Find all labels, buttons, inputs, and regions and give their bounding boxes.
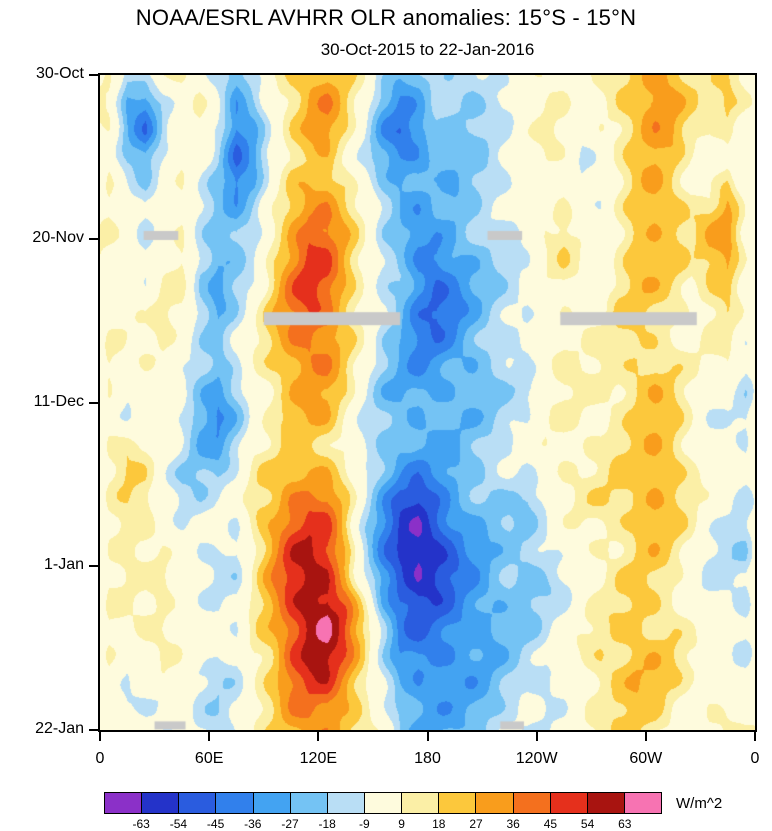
colorbar-tick-label: 45 bbox=[543, 817, 558, 831]
colorbar-units-label: W/m^2 bbox=[676, 795, 723, 812]
x-axis-tick bbox=[426, 732, 429, 741]
colorbar-tick-label: -63 bbox=[132, 817, 150, 831]
colorbar bbox=[104, 792, 662, 814]
x-tick-label: 120E bbox=[299, 750, 338, 767]
colorbar-tick-label: -18 bbox=[318, 817, 336, 831]
colorbar-tick-label: 9 bbox=[398, 817, 405, 831]
x-axis-tick bbox=[317, 732, 320, 741]
y-tick-label: 1-Jan bbox=[43, 556, 84, 574]
colorbar-cell bbox=[105, 793, 143, 813]
y-axis-tick bbox=[89, 729, 98, 731]
plot-area bbox=[98, 73, 757, 732]
colorbar-cell bbox=[216, 793, 254, 813]
chart-title: NOAA/ESRL AVHRR OLR anomalies: 15°S - 15… bbox=[135, 5, 637, 30]
colorbar-cell bbox=[402, 793, 440, 813]
y-axis-tick bbox=[89, 74, 98, 76]
colorbar-tick-label: -54 bbox=[169, 817, 188, 831]
chart-subtitle: 30-Oct-2015 to 22-Jan-2016 bbox=[320, 40, 535, 59]
colorbar-tick-label: -36 bbox=[244, 817, 262, 831]
y-axis-tick bbox=[89, 565, 98, 568]
colorbar-cell bbox=[327, 793, 365, 813]
x-axis-tick bbox=[644, 732, 647, 741]
x-tick-label: 0 bbox=[95, 750, 105, 767]
colorbar-cell bbox=[179, 793, 217, 813]
x-axis-tick bbox=[99, 732, 101, 741]
colorbar-tick-label: -27 bbox=[281, 817, 299, 831]
colorbar-labels: -63 -54 -45 -36 -27 -18 -9 9 18 27 36 45 54 63 bbox=[104, 817, 662, 831]
colorbar-cell bbox=[364, 793, 403, 813]
colorbar-tick-label: 63 bbox=[618, 817, 632, 831]
y-tick-label: 20-Nov bbox=[32, 228, 84, 246]
colorbar-cell bbox=[290, 793, 328, 813]
colorbar-tick-label: 54 bbox=[580, 817, 595, 831]
colorbar-cell bbox=[476, 793, 514, 813]
y-tick-label: 22-Jan bbox=[35, 720, 84, 737]
x-tick-label: 60E bbox=[194, 750, 224, 767]
y-tick-label: 11-Dec bbox=[33, 392, 84, 410]
colorbar-cell bbox=[624, 793, 662, 813]
x-tick-label: 180 bbox=[414, 750, 441, 767]
x-tick-label: 60W bbox=[629, 750, 663, 767]
colorbar-tick-label: 18 bbox=[432, 817, 446, 831]
colorbar-tick-label: -9 bbox=[359, 817, 370, 831]
colorbar-cell bbox=[142, 793, 180, 813]
colorbar-tick-label: 36 bbox=[506, 817, 520, 831]
y-axis-tick bbox=[89, 401, 98, 404]
x-axis-tick bbox=[208, 732, 211, 741]
colorbar-tick-label: 27 bbox=[469, 817, 483, 831]
x-axis-tick bbox=[535, 732, 538, 741]
x-tick-label: 0 bbox=[750, 750, 760, 767]
colorbar-cell bbox=[513, 793, 551, 813]
colorbar-cell bbox=[253, 793, 291, 813]
colorbar-cell bbox=[587, 793, 625, 813]
y-axis-tick bbox=[89, 237, 98, 240]
x-tick-label: 120W bbox=[515, 750, 558, 767]
colorbar-tick-label: -45 bbox=[206, 817, 225, 831]
x-axis-tick bbox=[754, 732, 756, 741]
colorbar-cell bbox=[439, 793, 477, 813]
colorbar-cell bbox=[550, 793, 588, 813]
y-tick-label: 30-Oct bbox=[35, 65, 84, 82]
olr-anomaly-heatmap bbox=[100, 75, 755, 730]
